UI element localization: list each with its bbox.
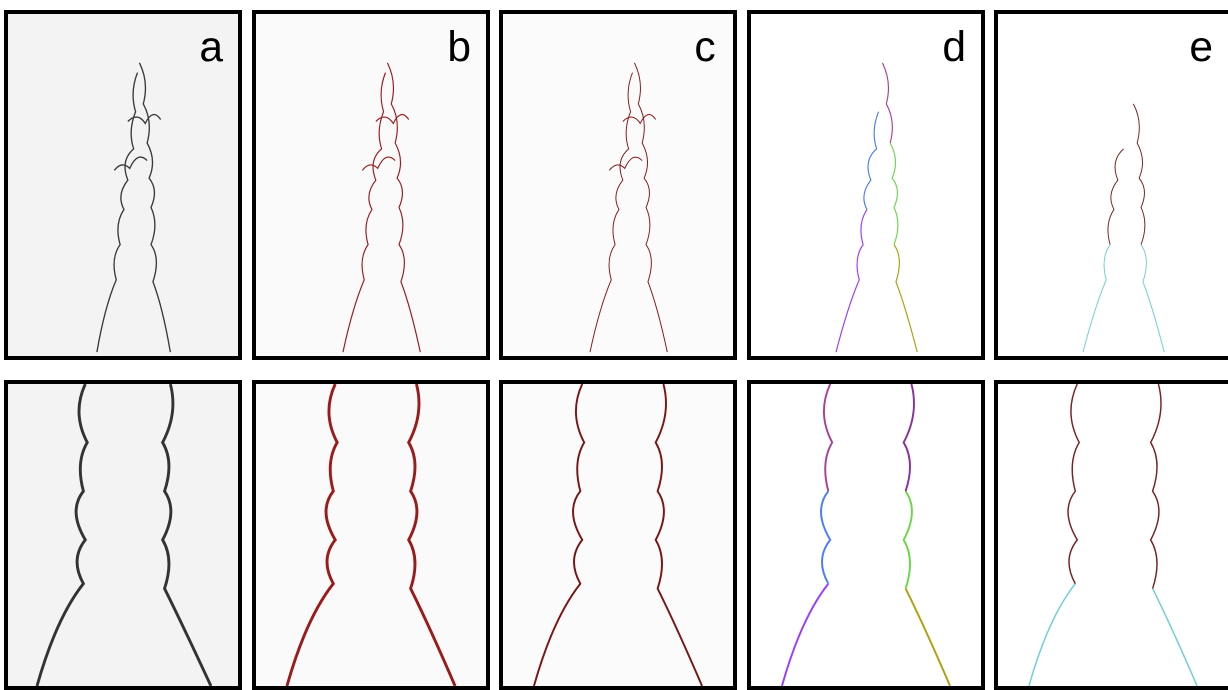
flame-image-b-zoom — [256, 384, 486, 686]
panel-c-zoom-view — [499, 380, 737, 690]
flame-image-c-top: c — [503, 14, 733, 356]
panel-d-full-view: d — [747, 10, 985, 360]
panel-c-full-view: c — [499, 10, 737, 360]
panel-d-zoom-view — [747, 380, 985, 690]
panel-letter: e — [1189, 23, 1213, 71]
panel-e-full-view: e — [994, 10, 1228, 360]
panel-b-zoom-view — [252, 380, 490, 690]
flame-image-e-top: e — [998, 14, 1228, 356]
panel-letter: d — [942, 23, 966, 71]
panel-letter: c — [694, 23, 715, 71]
flame-image-d-top: d — [751, 14, 981, 356]
flame-image-b-top: b — [256, 14, 486, 356]
panel-a-full-view: a — [4, 10, 242, 360]
panel-a-zoom-view — [4, 380, 242, 690]
flame-image-d-zoom — [751, 384, 981, 686]
flame-image-e-zoom — [998, 384, 1228, 686]
panel-b-full-view: b — [252, 10, 490, 360]
flame-image-a-top: a — [8, 14, 238, 356]
panel-letter: b — [447, 23, 471, 71]
flame-image-c-zoom — [503, 384, 733, 686]
flame-image-a-zoom — [8, 384, 238, 686]
panel-letter: a — [199, 23, 223, 71]
panel-e-zoom-view — [994, 380, 1228, 690]
